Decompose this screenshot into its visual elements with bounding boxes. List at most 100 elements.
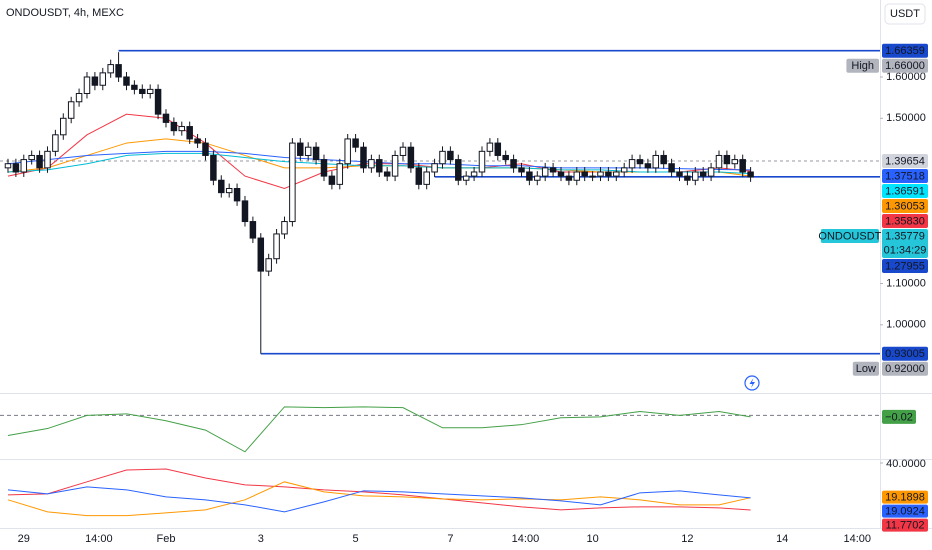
candle-body (320, 159, 328, 177)
dmi-badge (882, 490, 928, 504)
candle-body (644, 163, 652, 169)
candle-body (20, 159, 28, 173)
price-badge-label: 0.92000 (885, 363, 925, 375)
candle-body (526, 171, 533, 181)
candle-body (304, 146, 312, 156)
candle-body (368, 159, 375, 169)
candle-body (723, 154, 731, 165)
candle-body (225, 188, 233, 194)
candle-body (312, 146, 320, 161)
candle-body (478, 150, 486, 173)
candle-body (628, 159, 636, 169)
price-badge-tag (846, 58, 879, 73)
candle-body (210, 154, 217, 181)
price-badge-label: 1.35779 (885, 230, 925, 242)
candle-body (281, 221, 288, 235)
candle-body (202, 142, 209, 156)
candle-body (415, 167, 423, 185)
candle-body (352, 138, 359, 148)
candle-body (178, 126, 186, 132)
price-badge-label: 1.39654 (885, 155, 925, 167)
candle-body (407, 146, 415, 169)
dmi-badge (882, 518, 928, 532)
candle-body (534, 175, 541, 181)
candle-body (739, 159, 746, 173)
alert-icon[interactable] (744, 375, 760, 391)
currency-button[interactable] (884, 3, 926, 25)
x-tick-label: 12 (681, 533, 693, 545)
price-badge (882, 154, 928, 169)
alert-bolt[interactable] (749, 378, 756, 388)
price-badge-tag (820, 229, 879, 244)
candle-body (668, 163, 675, 173)
candle-body (297, 142, 304, 156)
dmi-y-tick-label: 40.0000 (886, 458, 926, 470)
candle-body (194, 138, 201, 144)
candle-body (692, 171, 699, 181)
price-badge (882, 43, 928, 58)
candle-body (613, 171, 620, 177)
candle-body (139, 88, 146, 95)
candle-body (99, 72, 107, 86)
candle-body (115, 64, 122, 78)
candle-body (60, 117, 67, 136)
price-badge (882, 184, 928, 199)
dmi-line (7, 481, 751, 517)
candle-body (431, 163, 438, 173)
currency-label[interactable]: USDT (890, 8, 920, 20)
dmi-badge-label: 19.1898 (885, 492, 925, 504)
oscillator-badge (882, 409, 916, 424)
candle-body (581, 171, 588, 177)
moving-average (7, 152, 751, 175)
price-badge-tag (852, 361, 879, 376)
candle-body (218, 179, 225, 194)
candle-body (344, 138, 351, 165)
candle-body (707, 167, 715, 177)
candle-body (462, 175, 470, 181)
x-tick-label: 14 (776, 533, 788, 545)
price-badge (882, 214, 928, 229)
candle-body (636, 159, 644, 165)
candle-body (376, 159, 383, 173)
x-tick-label: 7 (447, 533, 453, 545)
candle-body (36, 154, 43, 169)
candle-body (257, 237, 265, 272)
price-badge-label: 1.36591 (885, 185, 925, 197)
candle-body (620, 167, 628, 173)
price-countdown: 01:34:29 (884, 244, 927, 256)
candle-body (699, 171, 707, 177)
candle-body (494, 142, 502, 156)
candle-body (676, 171, 683, 177)
dmi-badge-label: 19.0924 (885, 506, 925, 518)
candle-body (684, 175, 691, 181)
x-tick-label: 14:00 (85, 533, 113, 545)
x-tick-label: 5 (353, 533, 359, 545)
price-badge-tag-label: High (851, 60, 874, 72)
candle-body (67, 101, 75, 119)
dmi-line (7, 486, 751, 513)
dmi-badge-label: 11.7702 (886, 520, 925, 532)
candle-body (589, 175, 596, 178)
candle-body (652, 154, 660, 169)
dmi-line (7, 468, 751, 511)
candle-body (399, 146, 407, 156)
candle-body (170, 121, 178, 132)
x-tick-label: 29 (18, 533, 30, 545)
y-tick-label: 1.50000 (886, 112, 926, 124)
candle-body (557, 171, 565, 177)
candle-body (455, 159, 462, 181)
candle-body (75, 93, 83, 103)
dmi-badge (882, 504, 928, 518)
candle-body (131, 84, 138, 90)
candle-body (12, 163, 20, 173)
candle-body (146, 88, 154, 95)
y-tick-label: 1.60000 (886, 71, 926, 83)
price-badge-label: 1.36053 (885, 200, 925, 212)
price-badge (882, 169, 928, 184)
candle-body (265, 258, 272, 272)
candle-body (107, 64, 114, 74)
oscillator-line (7, 406, 751, 453)
x-tick-label: Feb (156, 533, 175, 545)
candle-body (383, 171, 391, 177)
